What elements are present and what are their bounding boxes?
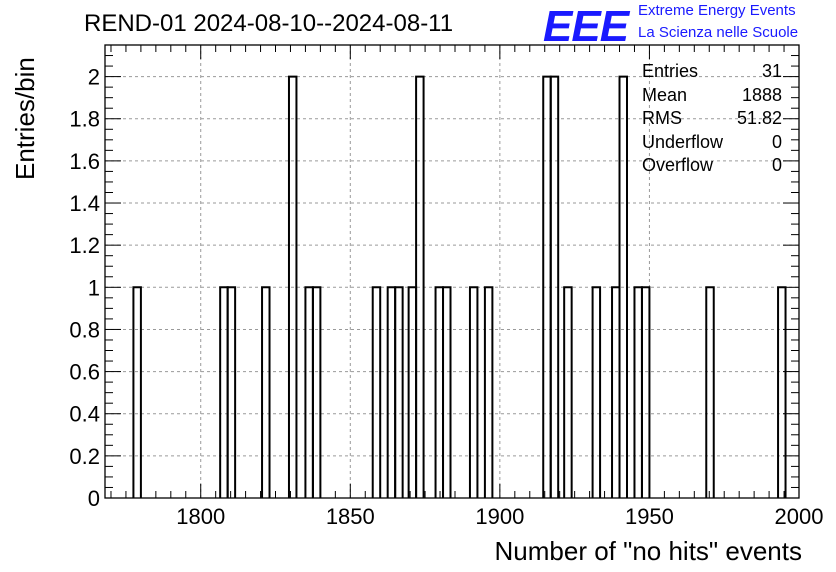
histogram-bin (219, 286, 229, 498)
x-tick-label: 2000 (775, 504, 824, 529)
histogram-bin (311, 286, 322, 498)
y-axis-label: Entries/bin (10, 57, 40, 180)
histogram-bin (261, 286, 271, 498)
y-tick-label: 2 (88, 65, 100, 90)
histogram-bin (618, 75, 628, 498)
y-tick-label: 0.8 (69, 317, 100, 342)
histogram-bin (777, 286, 787, 498)
logo-line-2: La Scienza nelle Scuole (638, 24, 799, 41)
histogram-bin (705, 286, 715, 498)
stats-row-rms: RMS 51.82 (642, 107, 782, 131)
histogram-bin (132, 286, 142, 498)
y-tick-label: 0.2 (69, 444, 100, 469)
logo-line-1: Extreme Energy Events (638, 2, 796, 19)
eee-logo: EEE (543, 2, 629, 51)
chart-title: REND-01 2024-08-10--2024-08-11 (84, 10, 454, 37)
stats-value: 31 (761, 61, 782, 81)
histogram-bin (549, 75, 560, 498)
stats-label: Entries (642, 61, 699, 81)
histogram-bin (434, 286, 445, 498)
histogram-bin (563, 286, 573, 498)
histogram-bin (304, 286, 314, 498)
y-tick-label: 1 (88, 275, 100, 300)
x-tick-label: 1850 (326, 504, 375, 529)
stats-row-underflow: Underflow 0 (642, 131, 782, 155)
y-tick-label: 0 (88, 486, 100, 511)
stats-row-overflow: Overflow 0 (642, 154, 782, 178)
histogram-bin (483, 286, 494, 498)
stats-value: 1888 (741, 84, 782, 105)
histogram-bin (407, 286, 418, 498)
x-tick-label: 1800 (176, 504, 225, 529)
histogram-bin (633, 286, 643, 498)
y-tick-label: 1.2 (69, 233, 100, 258)
stats-value: 51.82 (736, 108, 782, 128)
stats-label: Mean (642, 84, 688, 105)
histogram-bin (415, 75, 425, 498)
stats-row-entries: Entries 31 (642, 60, 782, 84)
histogram-bin (468, 286, 479, 498)
histogram-bin (226, 286, 237, 498)
stats-label: RMS (642, 108, 682, 128)
histogram-bin (371, 286, 382, 498)
x-tick-label: 1950 (625, 504, 674, 529)
histogram-bin (386, 286, 397, 498)
stats-label: Underflow (642, 131, 724, 152)
histogram-bin (287, 75, 298, 498)
histogram-bin (442, 286, 452, 498)
stats-box: Entries 31 Mean 1888 RMS 51.82 Underflow… (642, 60, 782, 178)
histogram-bin (611, 286, 621, 498)
plot-frame (104, 44, 800, 499)
stats-value: 0 (771, 155, 782, 175)
stats-value: 0 (771, 131, 782, 152)
histogram-bin (591, 286, 602, 498)
y-tick-label: 1.8 (69, 107, 100, 132)
y-tick-label: 0.4 (69, 402, 100, 427)
stats-row-mean: Mean 1888 (642, 84, 782, 108)
y-tick-label: 1.6 (69, 149, 100, 174)
y-tick-label: 0.6 (69, 360, 100, 385)
y-tick-label: 1.4 (69, 191, 100, 216)
stats-label: Overflow (642, 155, 714, 175)
x-tick-label: 1900 (475, 504, 524, 529)
histogram-bin (640, 286, 651, 498)
x-axis-label: Number of "no hits" events (494, 536, 803, 566)
histogram-bin (394, 286, 404, 498)
